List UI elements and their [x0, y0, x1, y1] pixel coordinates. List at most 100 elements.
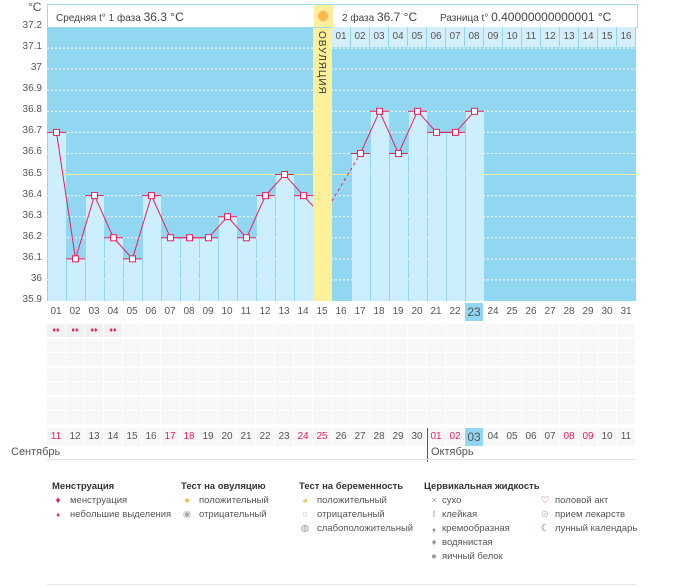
symptom-cell[interactable] — [560, 338, 578, 352]
symptom-cell[interactable] — [484, 324, 502, 337]
symptom-cell[interactable] — [66, 411, 84, 424]
cycle-day-label[interactable]: 17 — [354, 306, 366, 317]
calendar-date[interactable]: 29 — [389, 428, 407, 446]
calendar-date[interactable]: 15 — [123, 428, 141, 446]
symptom-cell[interactable] — [218, 338, 236, 352]
symptom-cell[interactable] — [47, 396, 65, 410]
symptom-cell[interactable] — [47, 338, 65, 352]
symptom-cell[interactable] — [161, 396, 179, 410]
calendar-date[interactable]: 18 — [180, 428, 198, 446]
symptom-cell[interactable] — [180, 353, 198, 366]
cycle-day-label[interactable]: 25 — [506, 306, 518, 317]
calendar-date[interactable]: 19 — [199, 428, 217, 446]
symptom-cell[interactable] — [427, 411, 445, 424]
symptom-cell[interactable] — [446, 396, 464, 410]
symptom-cell[interactable] — [180, 411, 198, 424]
symptom-cell[interactable] — [503, 382, 521, 395]
symptom-cell[interactable] — [237, 396, 255, 410]
symptom-cell[interactable] — [256, 353, 274, 366]
symptom-cell[interactable] — [142, 353, 160, 366]
symptom-cell[interactable] — [237, 382, 255, 395]
symptom-cell[interactable] — [218, 396, 236, 410]
symptom-cell[interactable] — [180, 382, 198, 395]
cycle-day-label[interactable]: 29 — [582, 306, 594, 317]
symptom-cell[interactable] — [579, 411, 597, 424]
symptom-cell[interactable] — [142, 396, 160, 410]
calendar-date[interactable]: 28 — [370, 428, 388, 446]
symptom-cell[interactable] — [199, 367, 217, 381]
calendar-date[interactable]: 11 — [47, 428, 65, 446]
calendar-date[interactable]: 24 — [294, 428, 312, 446]
symptom-cell[interactable] — [218, 353, 236, 366]
cycle-day-label[interactable]: 06 — [145, 306, 157, 317]
calendar-date[interactable]: 08 — [560, 428, 578, 446]
symptom-cell[interactable] — [294, 411, 312, 424]
symptom-cell[interactable] — [161, 367, 179, 381]
cycle-day-label[interactable]: 08 — [183, 306, 195, 317]
symptom-cell[interactable] — [180, 338, 198, 352]
symptom-cell[interactable] — [408, 382, 426, 395]
symptom-cell[interactable] — [142, 367, 160, 381]
symptom-cell[interactable] — [389, 396, 407, 410]
symptom-cell[interactable] — [123, 353, 141, 366]
symptom-cell[interactable] — [522, 324, 540, 337]
symptom-cell[interactable] — [598, 324, 616, 337]
symptom-cell[interactable] — [237, 367, 255, 381]
calendar-date[interactable]: 02 — [446, 428, 464, 446]
symptom-cell[interactable] — [427, 353, 445, 366]
symptom-cell[interactable] — [522, 353, 540, 366]
symptom-cell[interactable] — [256, 324, 274, 337]
symptom-cell[interactable] — [351, 367, 369, 381]
cycle-day-label[interactable]: 11 — [240, 306, 252, 317]
symptom-cell[interactable]: ♦♦ — [85, 324, 103, 337]
symptom-cell[interactable] — [465, 367, 483, 381]
symptom-cell[interactable] — [294, 353, 312, 366]
symptom-cell[interactable] — [541, 396, 559, 410]
symptom-cell[interactable] — [199, 324, 217, 337]
symptom-cell[interactable] — [237, 324, 255, 337]
symptom-cell[interactable] — [503, 353, 521, 366]
symptom-cell[interactable] — [389, 324, 407, 337]
symptom-cell[interactable] — [256, 411, 274, 424]
symptom-cell[interactable] — [66, 396, 84, 410]
calendar-date[interactable]: 07 — [541, 428, 559, 446]
symptom-cell[interactable] — [85, 411, 103, 424]
symptom-cell[interactable] — [389, 338, 407, 352]
cycle-day-label[interactable]: 24 — [487, 306, 499, 317]
symptom-cell[interactable] — [370, 396, 388, 410]
symptom-cell[interactable] — [66, 382, 84, 395]
symptom-cell[interactable] — [370, 382, 388, 395]
symptom-cell[interactable] — [427, 382, 445, 395]
calendar-date[interactable]: 14 — [104, 428, 122, 446]
symptom-cell[interactable]: ♦♦ — [66, 324, 84, 337]
symptom-cell[interactable] — [275, 324, 293, 337]
symptom-cell[interactable] — [351, 396, 369, 410]
symptom-cell[interactable] — [294, 382, 312, 395]
calendar-date[interactable]: 11 — [617, 428, 635, 446]
symptom-cell[interactable] — [579, 353, 597, 366]
symptom-cell[interactable] — [142, 382, 160, 395]
symptom-cell[interactable] — [313, 324, 331, 337]
symptom-cell[interactable] — [503, 367, 521, 381]
symptom-cell[interactable] — [104, 411, 122, 424]
symptom-cell[interactable] — [66, 367, 84, 381]
symptom-cell[interactable] — [370, 367, 388, 381]
cycle-day-label[interactable]: 13 — [278, 306, 290, 317]
symptom-cell[interactable] — [85, 338, 103, 352]
symptom-cell[interactable] — [465, 353, 483, 366]
cycle-day-label[interactable]: 26 — [525, 306, 537, 317]
cycle-day-label[interactable]: 30 — [601, 306, 613, 317]
cycle-day-label[interactable]: 10 — [221, 306, 233, 317]
symptom-cell[interactable] — [47, 353, 65, 366]
symptom-cell[interactable] — [617, 367, 635, 381]
symptom-cell[interactable]: ♦♦ — [104, 324, 122, 337]
symptom-cell[interactable] — [237, 338, 255, 352]
symptom-cell[interactable] — [123, 367, 141, 381]
symptom-cell[interactable] — [579, 396, 597, 410]
calendar-date[interactable]: 30 — [408, 428, 426, 446]
symptom-cell[interactable] — [408, 338, 426, 352]
calendar-date[interactable]: 13 — [85, 428, 103, 446]
cycle-day-label[interactable]: 18 — [373, 306, 385, 317]
symptom-cell[interactable] — [541, 324, 559, 337]
symptom-cell[interactable] — [332, 353, 350, 366]
